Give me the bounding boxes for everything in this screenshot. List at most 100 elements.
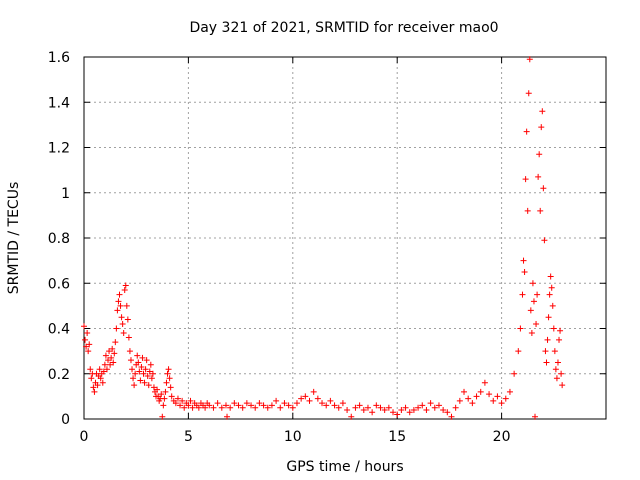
data-point xyxy=(141,379,148,386)
data-point xyxy=(143,357,150,364)
data-point xyxy=(140,370,147,377)
data-point xyxy=(147,361,154,368)
data-point xyxy=(134,352,141,359)
data-point xyxy=(115,298,122,305)
data-point xyxy=(529,280,536,287)
data-point xyxy=(120,330,127,337)
data-point xyxy=(118,314,125,321)
data-point xyxy=(550,325,557,332)
data-points xyxy=(81,56,566,420)
data-point xyxy=(519,291,526,298)
data-point xyxy=(103,366,110,373)
data-point xyxy=(177,402,184,409)
data-point xyxy=(224,413,231,420)
x-tick-label: 5 xyxy=(184,429,193,445)
data-point xyxy=(239,404,246,411)
data-point xyxy=(410,406,417,413)
data-point xyxy=(122,282,129,289)
y-tick-label: 1.6 xyxy=(48,50,70,66)
y-tick-label: 0.2 xyxy=(48,367,70,383)
data-point xyxy=(137,377,144,384)
data-point xyxy=(502,395,509,402)
x-tick-label: 15 xyxy=(388,429,406,445)
data-point xyxy=(423,406,430,413)
data-point xyxy=(559,382,566,389)
data-point xyxy=(116,291,123,298)
data-point xyxy=(556,336,563,343)
y-axis-title: SRMTID / TECUs xyxy=(6,182,22,295)
data-point xyxy=(108,354,115,361)
data-point xyxy=(210,404,217,411)
chart-title: Day 321 of 2021, SRMTID for receiver mao… xyxy=(189,20,498,36)
data-point xyxy=(248,402,255,409)
data-point xyxy=(161,395,168,402)
data-point xyxy=(185,402,192,409)
data-point xyxy=(163,379,170,386)
data-point xyxy=(124,316,131,323)
data-point xyxy=(461,388,468,395)
data-point xyxy=(548,284,555,291)
data-point xyxy=(554,359,561,366)
data-point xyxy=(385,404,392,411)
data-point xyxy=(145,382,152,389)
data-point xyxy=(521,268,528,275)
data-point xyxy=(102,352,109,359)
data-point xyxy=(189,404,196,411)
y-tick-label: 1.4 xyxy=(48,95,70,111)
data-point xyxy=(526,56,533,63)
data-point xyxy=(535,173,542,180)
grid xyxy=(84,57,606,419)
data-point xyxy=(306,397,313,404)
data-point xyxy=(162,388,169,395)
data-point xyxy=(101,361,108,368)
data-point xyxy=(552,366,559,373)
data-point xyxy=(444,409,451,416)
data-point xyxy=(364,404,371,411)
data-point xyxy=(381,406,388,413)
data-point xyxy=(390,409,397,416)
tick-labels: 0 5 10 15 20 0 0.2 0.4 0.6 0.8 1 1.2 1.4 1.6 xyxy=(48,50,511,445)
data-point xyxy=(111,350,118,357)
data-point xyxy=(90,384,97,391)
x-axis-title: GPS time / hours xyxy=(286,459,403,475)
data-point xyxy=(360,406,367,413)
data-point xyxy=(527,307,534,314)
data-point xyxy=(146,368,153,375)
data-point xyxy=(511,370,518,377)
data-point xyxy=(86,341,93,348)
x-tick-label: 20 xyxy=(493,429,511,445)
data-point xyxy=(402,404,409,411)
data-point xyxy=(119,320,126,327)
data-point xyxy=(544,336,551,343)
data-point xyxy=(174,395,181,402)
data-point xyxy=(160,402,167,409)
data-point xyxy=(142,366,149,373)
x-tick-label: 0 xyxy=(80,429,89,445)
data-point xyxy=(477,388,484,395)
data-point xyxy=(256,400,263,407)
data-point xyxy=(546,291,553,298)
data-point xyxy=(123,302,130,309)
data-point xyxy=(202,404,209,411)
data-point xyxy=(553,375,560,382)
data-point xyxy=(149,370,156,377)
data-point xyxy=(82,336,89,343)
data-point xyxy=(331,402,338,409)
data-point xyxy=(206,402,213,409)
data-point xyxy=(105,357,112,364)
data-point xyxy=(431,404,438,411)
data-point xyxy=(558,370,565,377)
data-point xyxy=(435,402,442,409)
data-point xyxy=(557,327,564,334)
data-point xyxy=(415,404,422,411)
data-point xyxy=(427,400,434,407)
data-point xyxy=(139,354,146,361)
data-point xyxy=(113,325,120,332)
data-point xyxy=(235,402,242,409)
data-point xyxy=(110,359,117,366)
data-point xyxy=(97,375,104,382)
y-tick-label: 0 xyxy=(61,412,70,428)
data-point xyxy=(106,348,113,355)
data-point xyxy=(522,176,529,183)
data-point xyxy=(352,404,359,411)
